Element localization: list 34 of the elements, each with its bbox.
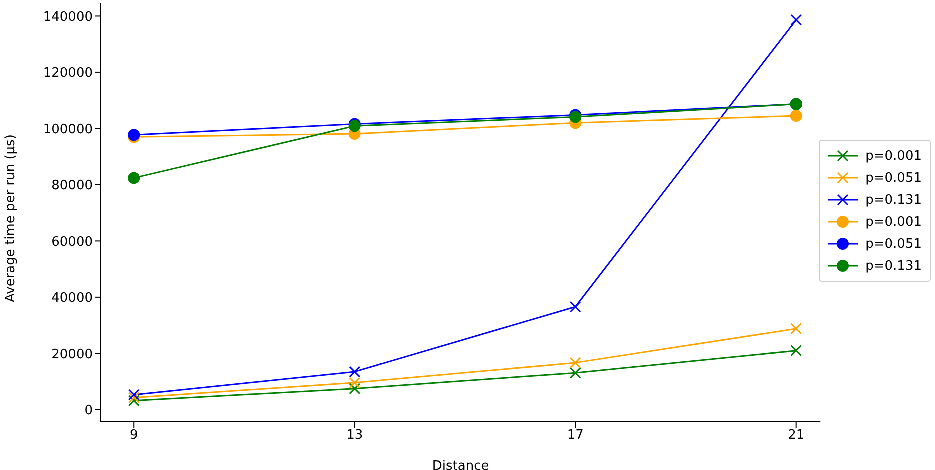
y-tick-label: 140000: [43, 10, 93, 25]
y-tick-label: 40000: [52, 291, 93, 306]
y-tick-label: 0: [84, 404, 93, 419]
y-tick-label: 80000: [52, 178, 93, 194]
y-tick-label: 100000: [43, 122, 93, 138]
x-tick-label: 9: [130, 428, 138, 444]
point: [349, 377, 361, 389]
x-tick-label: 17: [567, 428, 584, 444]
point: [790, 323, 802, 335]
point: [790, 345, 802, 357]
point: [570, 367, 582, 379]
x-axis-title: Distance: [432, 459, 490, 470]
point: [128, 172, 140, 184]
y-tick-label: 20000: [52, 347, 93, 362]
y-tick-label: 60000: [52, 234, 93, 250]
legend-label: p=0.001: [866, 148, 922, 164]
legend-label: p=0.001: [866, 214, 922, 230]
y-axis-title: Average time per run (µs): [4, 134, 19, 302]
legend-label: p=0.051: [866, 236, 922, 252]
legend-label: p=0.131: [866, 192, 922, 208]
y-tick-label: 120000: [43, 66, 93, 82]
point: [349, 383, 361, 395]
legend-label: p=0.051: [866, 170, 922, 186]
point: [570, 357, 582, 369]
point: [349, 366, 361, 378]
x-tick-label: 13: [346, 428, 364, 444]
point: [128, 389, 140, 401]
point: [570, 301, 582, 313]
x-tick-label: 21: [788, 428, 805, 444]
legend-label: p=0.131: [866, 258, 922, 274]
point: [790, 14, 802, 26]
point: [128, 392, 140, 404]
point: [790, 110, 802, 122]
point: [128, 395, 140, 407]
